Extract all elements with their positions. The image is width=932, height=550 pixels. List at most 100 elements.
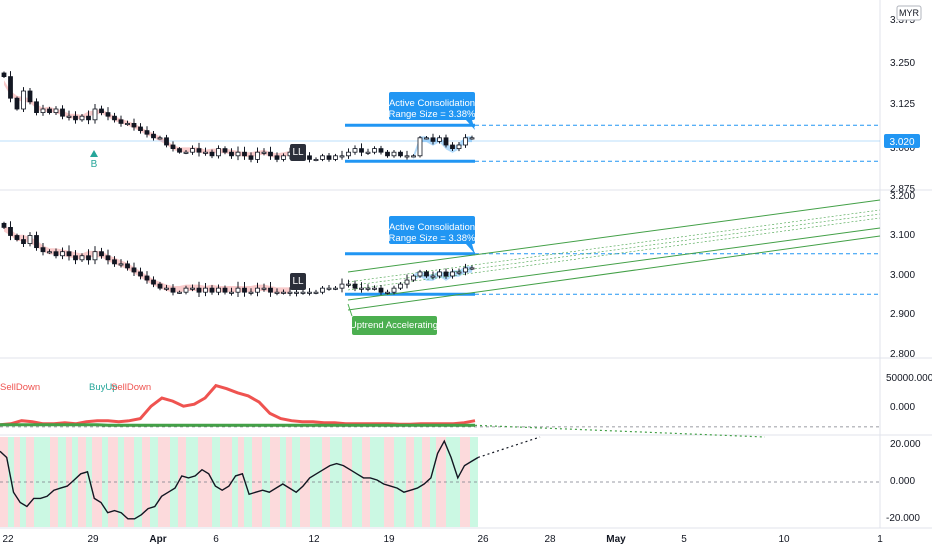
candle-body xyxy=(203,287,208,293)
candle-body xyxy=(333,155,338,160)
candle-body xyxy=(391,287,397,293)
candle-body xyxy=(73,115,78,121)
price-axis[interactable]: 3.375 3.250 3.125 3.000 2.875 3.200 3.10… xyxy=(884,5,932,524)
candle-body xyxy=(456,271,462,274)
time-axis[interactable]: 22 29 Apr 6 12 19 26 28 May 5 10 1 xyxy=(2,534,883,545)
candle-body xyxy=(138,271,143,277)
indicator-signal-label: BuyUp xyxy=(89,382,118,393)
candle-body xyxy=(398,283,403,289)
candle-body xyxy=(430,137,436,142)
candle-body xyxy=(346,283,351,286)
osc-tick-label: 0.000 xyxy=(890,476,915,487)
p2-tick-label: 2.800 xyxy=(890,349,915,360)
ll-marker xyxy=(290,144,306,161)
buy-marker-label: B xyxy=(91,159,98,170)
x-tick-label: May xyxy=(606,534,626,545)
candle-body xyxy=(125,123,130,126)
candle-body xyxy=(14,97,20,110)
uptrend-channel-line xyxy=(347,227,881,301)
candle-body xyxy=(261,287,267,290)
candle-body xyxy=(40,247,46,253)
candle-body xyxy=(294,291,299,294)
consolidation-callout-text: Active Consolidation (Range Size = 3.38%) xyxy=(385,98,478,120)
candle-body xyxy=(183,151,189,154)
oscillator-zone xyxy=(14,437,20,527)
candle-body xyxy=(79,115,85,121)
candle-body xyxy=(27,235,33,245)
candle-body xyxy=(47,108,52,113)
candle-body xyxy=(248,155,254,160)
candle-body xyxy=(118,263,124,266)
x-tick-label: 19 xyxy=(383,534,395,545)
p1-tick-label: 3.250 xyxy=(890,58,915,69)
candle-body xyxy=(34,235,39,249)
x-tick-label: 12 xyxy=(308,534,320,545)
candle-body xyxy=(144,275,150,281)
uptrend-channel-line xyxy=(347,235,881,311)
currency-badge-box[interactable] xyxy=(896,5,922,21)
candle-body xyxy=(346,151,351,157)
candle-body xyxy=(411,155,416,158)
oscillator-zone xyxy=(102,437,108,527)
x-tick-label: 29 xyxy=(87,534,99,545)
uptrend-channel-line xyxy=(347,209,881,283)
candle-body xyxy=(131,267,137,273)
candle-body xyxy=(359,148,364,153)
oscillator-zone xyxy=(270,437,280,527)
candle-body xyxy=(79,255,85,261)
oscillator-zone xyxy=(66,437,72,527)
candle-body xyxy=(53,108,59,113)
candle-body xyxy=(437,271,442,277)
consolidation-callout xyxy=(389,92,475,120)
candle-body xyxy=(268,287,273,293)
candle-body xyxy=(372,287,377,290)
candle-body xyxy=(417,137,423,157)
currency-badge[interactable]: MYR xyxy=(899,8,920,18)
indicator-series xyxy=(0,383,766,520)
candle-body xyxy=(86,115,91,121)
oscillator-zone xyxy=(220,437,232,527)
candle-body xyxy=(404,155,410,158)
current-price-badge: 3.020 xyxy=(889,137,914,148)
candle-body xyxy=(105,255,111,261)
candle-body xyxy=(255,287,260,293)
candle-body xyxy=(21,90,26,110)
candle-body xyxy=(352,283,358,289)
candle-body xyxy=(164,137,169,146)
candle-body xyxy=(307,155,312,160)
x-tick-label: 5 xyxy=(681,534,687,545)
candle-body xyxy=(398,151,403,157)
p1-tick-label: 3.000 xyxy=(890,143,915,154)
oscillator-zone xyxy=(72,437,78,527)
p2-tick-label: 3.000 xyxy=(890,270,915,281)
candle-body xyxy=(118,119,124,124)
x-tick-label: 1 xyxy=(877,534,883,545)
candle-body xyxy=(281,291,286,294)
consolidation-callout xyxy=(389,216,475,244)
annotations[interactable] xyxy=(90,92,475,335)
candle-body xyxy=(248,291,254,294)
consolidation-callout-text: Active Consolidation (Range Size = 3.38%) xyxy=(385,222,478,244)
candle-body xyxy=(99,108,104,113)
candle-body xyxy=(365,287,371,290)
indicator-signal-label: SellDown xyxy=(0,382,40,393)
ll-marker-label: LL xyxy=(292,147,304,158)
annotation-labels[interactable]: B LL LL Active Consolidation (Range Size … xyxy=(0,98,479,393)
x-tick-label: 22 xyxy=(2,534,14,545)
candle-body xyxy=(333,287,338,290)
candles[interactable] xyxy=(1,71,475,298)
candle-body xyxy=(352,148,358,153)
candle-body xyxy=(326,287,332,290)
candle-body xyxy=(209,151,215,157)
oscillator-zone xyxy=(370,437,384,527)
candle-body xyxy=(34,101,39,114)
candle-body xyxy=(151,279,156,285)
candle-body xyxy=(313,158,319,161)
oscillator-zone xyxy=(384,437,394,527)
candle-body xyxy=(222,148,228,153)
oscillator-zone xyxy=(150,437,158,527)
p2-tick-label: 3.100 xyxy=(890,230,915,241)
uptrend-callout xyxy=(352,316,437,335)
grid-lines xyxy=(0,0,932,529)
